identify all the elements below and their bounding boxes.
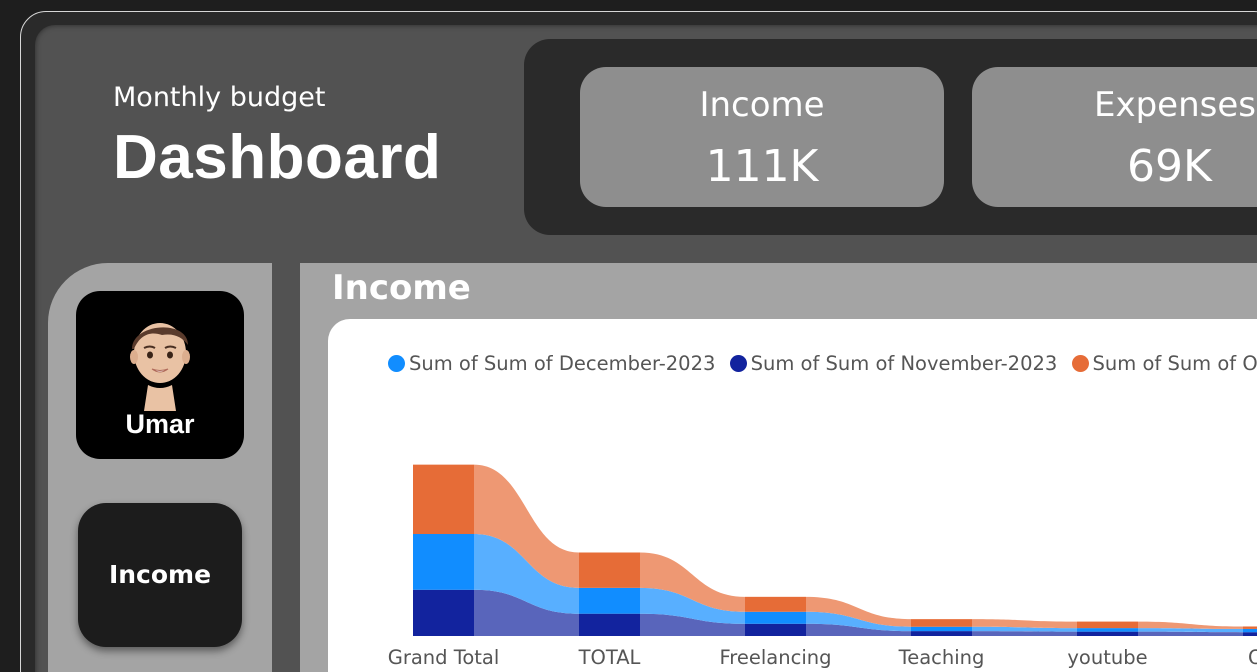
- bar-segment-1-4[interactable]: [1077, 631, 1138, 636]
- ribbon-2-3: [972, 619, 1077, 629]
- kpi-card-expenses[interactable]: Expenses 69K: [972, 67, 1257, 207]
- legend-item-december[interactable]: Sum of Sum of December-2023: [388, 352, 715, 375]
- bar-segment-2-1[interactable]: [579, 552, 640, 588]
- bar-segment-1-5[interactable]: [1243, 632, 1257, 636]
- kpi-expenses-label: Expenses: [1094, 85, 1256, 125]
- bar-segment-2-5[interactable]: [1243, 626, 1257, 629]
- ribbon-1-2: [806, 623, 911, 636]
- legend-label-december: Sum of Sum of December-2023: [409, 352, 716, 375]
- ribbon-2-2: [806, 596, 911, 627]
- kpi-income-value: 111K: [705, 141, 819, 192]
- bar-segment-1-0[interactable]: [413, 589, 474, 636]
- legend-label-october: Sum of Sum of Octob: [1092, 352, 1257, 375]
- nav-income-button[interactable]: Income: [78, 503, 242, 647]
- ribbon-1-4: [1138, 631, 1243, 636]
- nav-income-label: Income: [108, 560, 212, 589]
- bar-segment-0-0[interactable]: [413, 534, 474, 590]
- bar-segment-2-4[interactable]: [1077, 621, 1138, 629]
- bar-segment-0-3[interactable]: [911, 626, 972, 632]
- bar-segment-0-2[interactable]: [745, 611, 806, 624]
- legend-label-november: Sum of Sum of November-2023: [750, 352, 1058, 375]
- bar-segment-0-5[interactable]: [1243, 628, 1257, 633]
- dashboard-subtitle: Monthly budget: [113, 82, 326, 113]
- memoji-avatar-icon: [130, 323, 190, 411]
- legend-item-november[interactable]: Sum of Sum of November-2023: [729, 352, 1058, 375]
- bar-segment-0-1[interactable]: [579, 587, 640, 614]
- bar-segment-1-3[interactable]: [911, 631, 972, 636]
- legend-dot-november: [729, 355, 747, 372]
- ribbon-1-1: [640, 613, 745, 636]
- bar-segment-2-0[interactable]: [413, 464, 474, 534]
- x-tick-label: Onlin: [1248, 646, 1257, 669]
- x-tick-label: youtube: [1067, 646, 1147, 669]
- bar-segment-0-4[interactable]: [1077, 628, 1138, 632]
- bar-segment-2-3[interactable]: [911, 619, 972, 627]
- ribbon-1-3: [972, 631, 1077, 636]
- bar-segment-1-2[interactable]: [745, 623, 806, 636]
- kpi-expenses-value: 69K: [1127, 141, 1212, 192]
- user-card[interactable]: Umar: [76, 291, 244, 459]
- ribbon-0-3: [972, 626, 1077, 632]
- bar-segment-1-1[interactable]: [579, 613, 640, 636]
- ribbon-0-0: [474, 534, 579, 614]
- section-title: Income: [332, 268, 471, 308]
- ribbon-0-1: [640, 587, 745, 624]
- ribbon-1-0: [474, 589, 579, 636]
- legend-item-october[interactable]: Sum of Sum of Octob: [1071, 352, 1257, 375]
- legend-dot-october: [1071, 355, 1089, 372]
- ribbon-2-0: [474, 464, 579, 588]
- kpi-card-income[interactable]: Income 111K: [580, 67, 944, 207]
- legend-dot-december: [388, 355, 405, 372]
- x-tick-label: Freelancing: [720, 646, 832, 669]
- chart-legend: Sum of Sum of December-2023 Sum of Sum o…: [388, 352, 1257, 376]
- x-tick-label: Grand Total: [388, 646, 500, 669]
- x-tick-label: TOTAL: [578, 646, 641, 669]
- ribbon-2-4: [1138, 621, 1243, 629]
- ribbon-2-1: [640, 552, 745, 612]
- user-name: Umar: [125, 409, 195, 439]
- ribbon-0-4: [1138, 628, 1243, 633]
- page-title: Dashboard: [113, 123, 442, 192]
- kpi-income-label: Income: [699, 85, 825, 125]
- bar-segment-2-2[interactable]: [745, 596, 806, 612]
- ribbon-0-2: [806, 611, 911, 632]
- x-tick-label: Teaching: [898, 646, 985, 669]
